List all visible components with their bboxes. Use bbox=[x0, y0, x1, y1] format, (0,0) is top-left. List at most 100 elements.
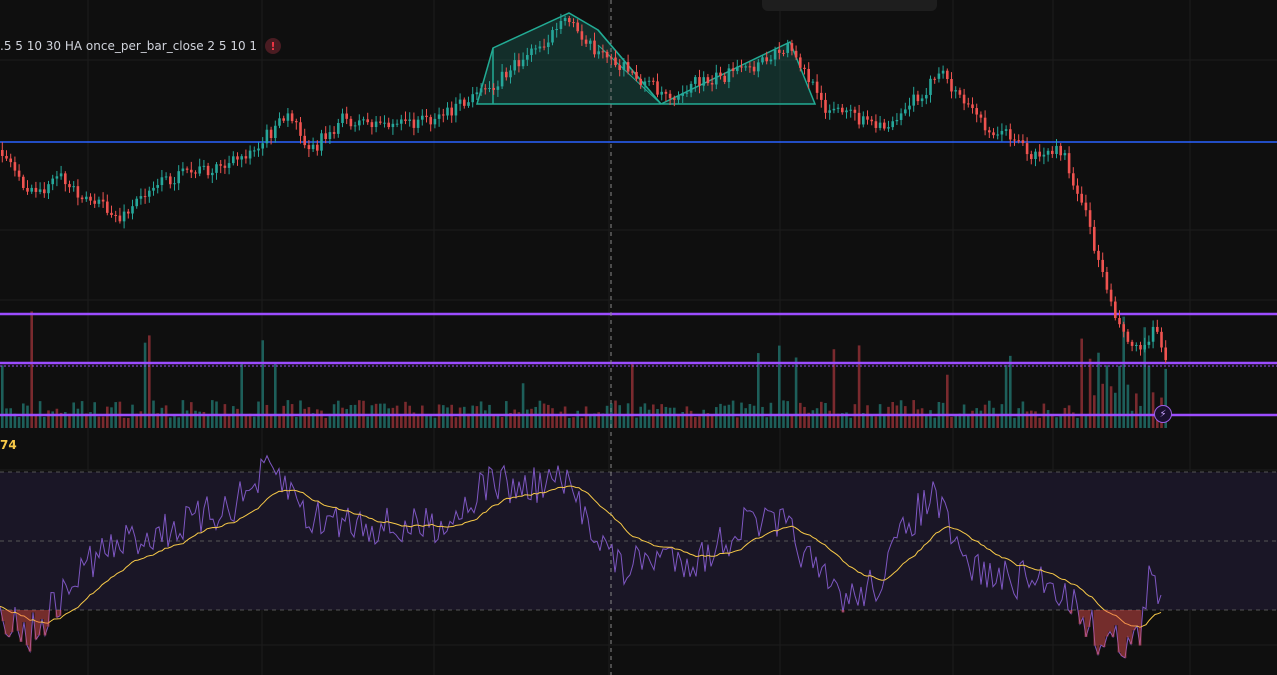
candle bbox=[1009, 129, 1012, 140]
volume-bar bbox=[601, 413, 605, 428]
volume-bar bbox=[412, 412, 416, 428]
candle bbox=[13, 162, 17, 171]
candle bbox=[311, 144, 315, 150]
candle bbox=[332, 132, 336, 134]
warning-icon[interactable]: ! bbox=[265, 38, 282, 54]
candle bbox=[223, 165, 227, 168]
candle bbox=[358, 120, 361, 126]
volume-bar bbox=[307, 407, 311, 428]
volume-bar bbox=[51, 411, 54, 428]
candle bbox=[257, 148, 260, 151]
candle bbox=[954, 90, 957, 92]
volume-bar bbox=[727, 404, 731, 428]
candle bbox=[80, 197, 84, 200]
candle bbox=[1130, 341, 1134, 346]
volume-bar bbox=[841, 413, 844, 428]
candle bbox=[811, 81, 815, 83]
candle bbox=[614, 57, 617, 66]
candle bbox=[878, 122, 882, 128]
volume-bar bbox=[547, 404, 550, 428]
candle bbox=[353, 125, 357, 127]
candle bbox=[47, 184, 50, 194]
volume-bar bbox=[904, 406, 907, 428]
candle bbox=[1084, 202, 1088, 211]
volume-bar bbox=[395, 405, 399, 428]
volume-bar bbox=[685, 406, 689, 428]
candle bbox=[320, 133, 323, 151]
volume-bar bbox=[232, 406, 235, 428]
volume-bar bbox=[1088, 358, 1092, 428]
candle bbox=[656, 81, 659, 95]
volume-bar bbox=[1034, 411, 1037, 428]
candle bbox=[576, 22, 579, 32]
volume-bar bbox=[517, 412, 521, 428]
candle bbox=[269, 129, 273, 139]
volume-bar bbox=[1013, 417, 1016, 428]
candle bbox=[933, 78, 936, 80]
candle bbox=[958, 90, 962, 95]
volume-bar bbox=[248, 413, 252, 428]
candle bbox=[227, 163, 231, 168]
volume-bar bbox=[576, 410, 579, 428]
candle bbox=[740, 66, 743, 68]
volume-bar bbox=[681, 411, 684, 428]
candle bbox=[194, 172, 197, 174]
candle bbox=[64, 173, 67, 185]
candle bbox=[820, 92, 823, 100]
candle bbox=[899, 113, 903, 120]
candle bbox=[5, 155, 8, 159]
volume-bar bbox=[534, 406, 537, 428]
volume-bar bbox=[500, 416, 504, 428]
candle bbox=[215, 164, 218, 173]
volume-bar bbox=[509, 413, 512, 428]
floating-toolbar[interactable] bbox=[762, 0, 937, 11]
candle bbox=[34, 187, 38, 192]
candle bbox=[534, 48, 537, 50]
candle bbox=[572, 22, 575, 24]
volume-bar bbox=[530, 408, 533, 428]
volume-bar bbox=[429, 414, 432, 428]
candle bbox=[152, 187, 155, 191]
candle bbox=[463, 99, 466, 106]
candle bbox=[295, 121, 298, 123]
volume-bar bbox=[1017, 408, 1020, 428]
pattern-line bbox=[597, 29, 662, 105]
candle bbox=[101, 199, 105, 202]
candle bbox=[841, 107, 844, 113]
alert-bolt-icon[interactable]: ⚡ bbox=[1154, 405, 1172, 423]
volume-bar bbox=[1147, 365, 1151, 428]
candle bbox=[706, 77, 710, 84]
volume-bar bbox=[274, 362, 277, 428]
volume-bar bbox=[916, 409, 920, 428]
candle bbox=[484, 88, 487, 90]
indicator-legend[interactable]: .5 5 10 30 HA once_per_bar_close 2 5 10 … bbox=[0, 38, 282, 54]
candle bbox=[290, 113, 294, 122]
candle bbox=[278, 118, 281, 126]
volume-bar bbox=[1097, 352, 1100, 428]
candle bbox=[853, 109, 857, 113]
volume-bar bbox=[521, 383, 525, 428]
candle bbox=[1063, 153, 1067, 156]
volume-bar bbox=[761, 406, 764, 428]
volume-bar bbox=[765, 417, 768, 428]
volume-bar bbox=[832, 349, 836, 428]
volume-bar bbox=[887, 406, 890, 428]
volume-bar bbox=[17, 417, 21, 428]
candle bbox=[786, 43, 789, 53]
candle bbox=[929, 78, 932, 95]
candle bbox=[547, 42, 550, 48]
volume-bar bbox=[421, 405, 424, 428]
volume-bar bbox=[1067, 405, 1071, 428]
candle bbox=[400, 119, 403, 124]
candle bbox=[1038, 151, 1041, 157]
volume-bar bbox=[198, 411, 201, 428]
candle bbox=[757, 62, 760, 72]
indicator-params: .5 5 10 30 HA once_per_bar_close 2 5 10 … bbox=[0, 39, 258, 53]
candle bbox=[437, 114, 441, 119]
candle bbox=[698, 77, 701, 86]
volume-bar bbox=[983, 404, 987, 428]
candle bbox=[404, 119, 407, 121]
volume-bar bbox=[463, 406, 466, 428]
candle bbox=[395, 123, 399, 125]
